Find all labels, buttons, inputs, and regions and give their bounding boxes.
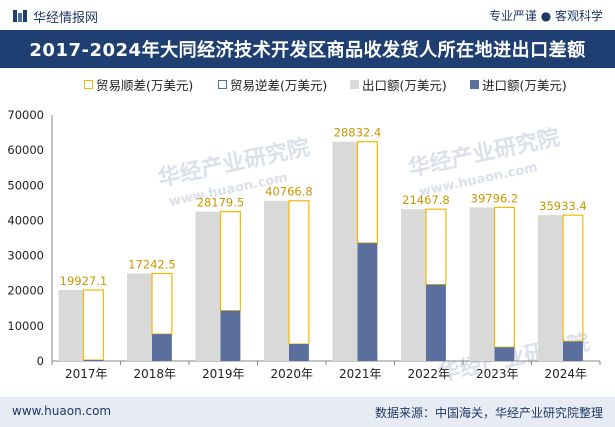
export-bar	[538, 215, 564, 361]
slogan: 专业严谨 ● 客观科学	[488, 9, 603, 23]
legend-item-export: 出口额(万美元)	[350, 75, 447, 94]
y-tick-label: 60000	[7, 143, 44, 157]
y-tick-label: 30000	[7, 249, 44, 263]
legend-label-deficit: 贸易逆差(万美元)	[230, 78, 328, 93]
surplus-bar	[82, 289, 104, 361]
surplus-bar	[493, 206, 515, 348]
surplus-data-label: 28179.5	[197, 196, 245, 210]
surplus-data-label: 39796.2	[471, 191, 519, 205]
import-bar	[83, 360, 104, 361]
brand-logo-icon	[13, 10, 27, 22]
y-tick-label: 10000	[7, 319, 44, 333]
import-bar	[220, 310, 241, 361]
chart-legend: 贸易顺差(万美元) 贸易逆差(万美元) 出口额(万美元) 进口额(万美元)	[0, 72, 615, 94]
export-bar	[58, 290, 84, 361]
legend-swatch-import	[470, 80, 479, 89]
legend-swatch-deficit	[218, 80, 227, 89]
bar-chart: 华经产业研究院华经产业研究院华经产业研究院www.huaon.comwww.hu…	[7, 108, 601, 387]
surplus-data-label: 19927.1	[60, 274, 108, 288]
surplus-bar	[356, 141, 378, 244]
top-bar: 华经情报网 专业严谨 ● 客观科学	[0, 0, 615, 30]
x-tick-label: 2017年	[65, 367, 108, 381]
surplus-bar	[151, 272, 173, 335]
x-tick-label: 2020年	[270, 367, 313, 381]
y-tick-label: 0	[37, 354, 44, 368]
x-tick-label: 2024年	[544, 367, 587, 381]
surplus-data-label: 40766.8	[265, 185, 313, 199]
x-tick-label: 2021年	[339, 367, 382, 381]
export-bar	[195, 211, 221, 361]
footer-bar: www.huaon.com 数据来源：中国海关，华经产业研究院整理	[0, 397, 615, 427]
legend-item-import: 进口额(万美元)	[470, 75, 567, 94]
surplus-bar	[425, 208, 447, 286]
surplus-bar	[562, 214, 584, 343]
y-tick-label: 70000	[7, 108, 44, 122]
surplus-bar	[219, 211, 241, 312]
surplus-data-label: 28832.4	[334, 126, 382, 140]
surplus-data-label: 35933.4	[539, 199, 587, 213]
surplus-data-label: 17242.5	[128, 257, 176, 271]
export-bar	[401, 209, 427, 361]
y-tick-label: 50000	[7, 178, 44, 192]
x-tick-label: 2018年	[133, 367, 176, 381]
surplus-bar	[288, 200, 310, 345]
export-bar	[469, 207, 495, 361]
footer-url: www.huaon.com	[12, 404, 112, 418]
import-bar	[289, 344, 309, 361]
x-tick-label: 2023年	[476, 367, 519, 381]
import-bar	[152, 334, 172, 361]
export-bar	[332, 141, 358, 361]
legend-label-surplus: 贸易顺差(万美元)	[96, 78, 194, 93]
surplus-data-label: 21467.8	[402, 193, 450, 207]
legend-swatch-surplus	[84, 80, 93, 89]
export-bar	[264, 200, 290, 361]
legend-item-surplus: 贸易顺差(万美元)	[84, 75, 193, 94]
export-bar	[127, 273, 153, 361]
legend-label-export: 出口额(万美元)	[362, 78, 447, 93]
brand-name: 华经情报网	[33, 11, 99, 26]
y-tick-label: 40000	[7, 213, 44, 227]
y-tick-label: 20000	[7, 284, 44, 298]
chart-area: 华经产业研究院华经产业研究院华经产业研究院www.huaon.comwww.hu…	[0, 96, 615, 391]
import-bar	[494, 347, 515, 361]
footer-source: 数据来源：中国海关，华经产业研究院整理	[374, 406, 603, 420]
import-bar	[426, 284, 446, 361]
chart-title: 2017-2024年大同经济技术开发区商品收发货人所在地进出口差额	[29, 40, 586, 61]
legend-swatch-export	[350, 80, 359, 89]
x-tick-label: 2019年	[202, 367, 245, 381]
x-tick-label: 2022年	[407, 367, 450, 381]
legend-label-import: 进口额(万美元)	[482, 78, 567, 93]
legend-item-deficit: 贸易逆差(万美元)	[218, 75, 327, 94]
import-bar	[357, 243, 378, 361]
title-bar: 2017-2024年大同经济技术开发区商品收发货人所在地进出口差额	[0, 30, 615, 68]
import-bar	[563, 341, 583, 361]
